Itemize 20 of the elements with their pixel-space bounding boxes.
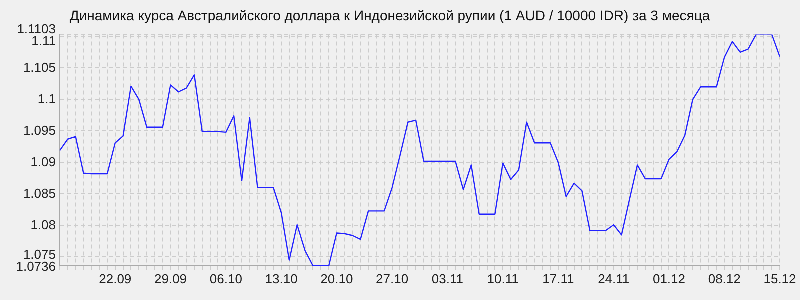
x-tick-label: 01.12 [652, 271, 686, 286]
x-tick-label: 29.09 [154, 271, 188, 286]
x-tick-label: 08.12 [708, 271, 741, 286]
x-tick-label: 27.10 [376, 271, 409, 286]
y-tick-label: 1.09 [30, 154, 56, 170]
y-tick-label: 1.105 [23, 60, 56, 75]
x-tick-label: 17.11 [542, 271, 574, 286]
y-tick-label: 1.095 [23, 122, 56, 138]
y-tick-label: 1.1 [38, 91, 56, 106]
x-tick-label: 24.11 [598, 271, 630, 286]
x-tick-label: 22.09 [99, 271, 132, 286]
chart-title: Динамика курса Австралийского доллара к Индонезийской рупии (1 AUD / 10000 IDR) за 3 месяца [70, 7, 710, 24]
x-tick-label: 03.11 [432, 271, 464, 286]
y-tick-label: 1.085 [23, 186, 56, 201]
x-tick-label: 06.10 [210, 271, 242, 286]
x-tick-label: 20.10 [320, 271, 354, 286]
y-tick-label: 1.08 [30, 217, 56, 232]
x-tick-label: 15.12 [764, 271, 796, 286]
x-tick-label: 13.10 [265, 271, 298, 286]
x-tick-label: 10.11 [487, 271, 519, 286]
